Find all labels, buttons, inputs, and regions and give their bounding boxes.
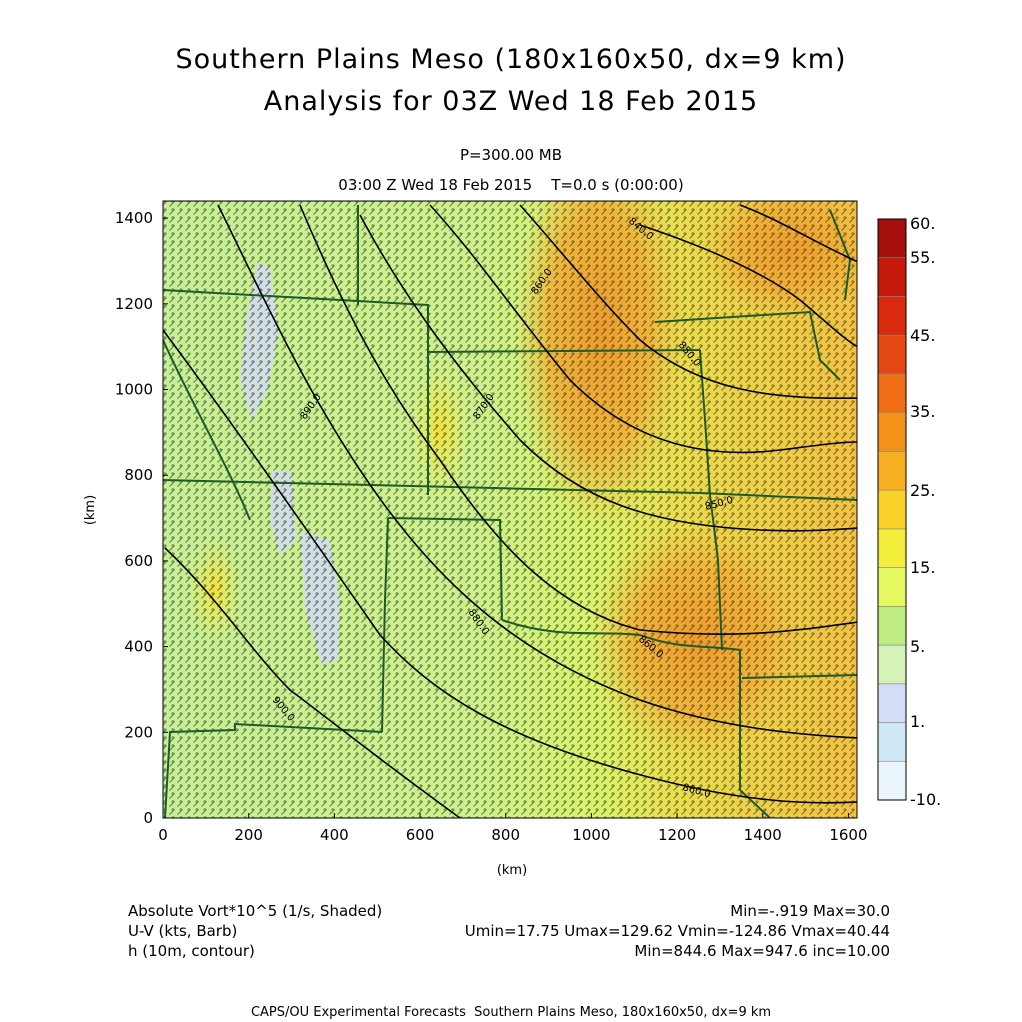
x-tick-label: 1200	[658, 826, 696, 844]
x-tick-label: 600	[406, 826, 435, 844]
chart-subtitle: Analysis for 03Z Wed 18 Feb 2015	[263, 86, 759, 117]
colorbar-label: 1.	[910, 712, 925, 731]
chart-title: Southern Plains Meso (180x160x50, dx=9 k…	[175, 44, 847, 75]
colorbar-swatch	[877, 722, 907, 762]
colorbar-label: 45.	[910, 326, 935, 345]
colorbar-swatch	[877, 489, 907, 530]
colorbar-swatch	[877, 412, 907, 452]
plot-frame	[162, 200, 858, 819]
footer-credit: CAPS/OU Experimental Forecasts Southern …	[250, 1005, 772, 1020]
colorbar-swatch	[877, 683, 907, 723]
y-axis-label: (km)	[83, 495, 98, 525]
x-axis-label: (km)	[497, 863, 527, 878]
height-contours	[163, 204, 857, 818]
colorbar-frame	[877, 218, 907, 801]
x-tick-label: 1400	[744, 826, 782, 844]
colorbar-swatch	[877, 567, 907, 607]
y-tick-label: 400	[124, 638, 153, 656]
colorbar-swatch	[877, 528, 907, 568]
field-name-height: h (10m, contour)	[128, 942, 255, 960]
plot-area: 900.0 890.0 880.0 870.0 860.0 860.0 850.…	[163, 201, 857, 818]
colorbar-swatch	[877, 373, 907, 413]
colorbar-swatch	[877, 296, 907, 336]
colorbar-label: 55.	[910, 248, 935, 267]
x-tick-label: 400	[320, 826, 349, 844]
field-name-wind: U-V (kts, Barb)	[128, 922, 238, 940]
colorbar-swatch	[877, 218, 907, 259]
x-tick-label: 1600	[829, 826, 867, 844]
x-tick-label: 800	[491, 826, 520, 844]
x-tick-label: 200	[234, 826, 263, 844]
colorbar-swatch	[877, 606, 907, 646]
colorbar-swatch	[877, 257, 907, 297]
pressure-level: P=300.00 MB	[459, 146, 563, 164]
y-axis: 0 200 400 600 800 1000 1200 1400	[115, 209, 168, 827]
valid-time: 03:00 Z Wed 18 Feb 2015 T=0.0 s (0:00:00…	[338, 176, 684, 194]
x-axis: 0 200 400 600 800 1000 1200 1400 1600	[158, 813, 868, 844]
y-tick-label: 600	[124, 552, 153, 570]
y-tick-label: 0	[143, 809, 153, 827]
y-tick-label: 1400	[115, 209, 153, 227]
colorbar-label: 35.	[910, 402, 935, 421]
colorbar-swatch	[877, 760, 907, 801]
colorbar: -10. 1. 5. 15. 25. 35. 45. 55. 60.	[877, 214, 941, 809]
x-tick-label: 1000	[572, 826, 610, 844]
y-tick-label: 1200	[115, 295, 153, 313]
colorbar-label: 15.	[910, 558, 935, 577]
colorbar-label: 25.	[910, 481, 935, 500]
field-stats-height: Min=844.6 Max=947.6 inc=10.00	[634, 942, 890, 960]
colorbar-label: -10.	[910, 790, 941, 809]
colorbar-swatch	[877, 451, 907, 491]
y-tick-label: 200	[124, 723, 153, 741]
y-tick-label: 800	[124, 466, 153, 484]
y-tick-label: 1000	[115, 381, 153, 399]
colorbar-label: 5.	[910, 637, 925, 656]
field-stats-wind: Umin=17.75 Umax=129.62 Vmin=-124.86 Vmax…	[464, 922, 890, 940]
colorbar-label: 60.	[910, 214, 935, 233]
field-stats-vorticity: Min=-.919 Max=30.0	[730, 902, 890, 920]
x-tick-label: 0	[158, 826, 168, 844]
colorbar-swatch	[877, 644, 907, 685]
field-name-vorticity: Absolute Vort*10^5 (1/s, Shaded)	[128, 902, 383, 920]
colorbar-swatch	[877, 334, 907, 375]
